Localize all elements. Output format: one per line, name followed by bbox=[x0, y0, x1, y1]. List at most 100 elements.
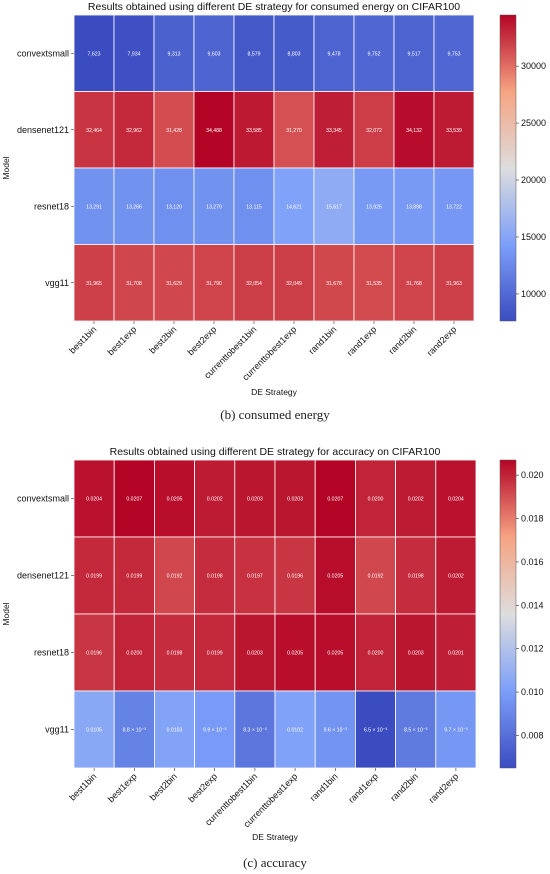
cell-value-label: 0.0203 bbox=[287, 497, 303, 503]
heatmap-cell bbox=[393, 244, 435, 322]
x-tick-label: best1exp bbox=[106, 324, 139, 357]
heatmap-cell bbox=[435, 459, 477, 538]
heatmap-cell bbox=[354, 690, 396, 769]
x-tick-label: rand2bin bbox=[387, 324, 419, 356]
heatmap-cell bbox=[193, 14, 235, 92]
y-tick-label: convextsmall bbox=[17, 494, 69, 504]
cell-value-label: 9,313 bbox=[168, 51, 181, 57]
y-tick-label: densenet121 bbox=[17, 125, 69, 135]
cell-value-label: 32,054 bbox=[246, 281, 262, 287]
cell-value-label: 0.0199 bbox=[207, 651, 223, 657]
cell-value-label: 13,115 bbox=[246, 204, 262, 210]
heatmap-cell bbox=[194, 536, 236, 615]
x-tick-label: rand1exp bbox=[345, 324, 379, 358]
heatmap-cell bbox=[153, 167, 195, 245]
cell-value-label: 8,579 bbox=[248, 51, 261, 57]
cell-value-label: 0.0205 bbox=[327, 651, 343, 657]
heatmap-cell bbox=[433, 91, 475, 169]
x-tick-label: best2exp bbox=[186, 771, 219, 804]
cell-value-label: 9,752 bbox=[368, 51, 381, 57]
heatmap-cell bbox=[153, 14, 195, 92]
heatmap-cell bbox=[314, 536, 356, 615]
cell-value-label: 32,962 bbox=[126, 128, 142, 134]
heatmap-cell bbox=[433, 14, 475, 92]
x-tick-label: best2exp bbox=[186, 324, 219, 357]
x-tick-label: best1bin bbox=[67, 771, 98, 802]
cell-value-label: 0.0207 bbox=[126, 497, 142, 503]
cell-value-label: 31,428 bbox=[166, 128, 182, 134]
cell-value-label: 13,270 bbox=[206, 204, 222, 210]
colorbar-tick-label: 15000 bbox=[521, 232, 546, 242]
cell-value-label: 9.6 × 10⁻³ bbox=[324, 728, 348, 734]
cell-value-label: 0.0192 bbox=[167, 574, 183, 580]
heatmap-cell bbox=[153, 459, 195, 538]
cell-value-label: 31,790 bbox=[206, 281, 222, 287]
heatmap-cell bbox=[234, 536, 276, 615]
heatmap-cell bbox=[113, 167, 155, 245]
colorbar bbox=[499, 14, 517, 322]
y-axis-label: Model bbox=[1, 602, 11, 625]
cell-value-label: 0.0192 bbox=[368, 574, 384, 580]
colorbar-tick-label: 0.008 bbox=[521, 730, 544, 740]
cell-value-label: 0.0197 bbox=[247, 574, 263, 580]
x-tick-label: rand2exp bbox=[427, 771, 461, 805]
y-tick-label: convextsmall bbox=[17, 48, 69, 58]
cell-value-label: 33,539 bbox=[446, 128, 462, 134]
cell-value-label: 31,270 bbox=[286, 128, 302, 134]
heatmap-cell bbox=[233, 167, 275, 245]
cell-value-label: 31,708 bbox=[126, 281, 142, 287]
cell-value-label: 0.0204 bbox=[86, 497, 102, 503]
colorbar bbox=[499, 459, 517, 769]
colorbar-tick-label: 0.010 bbox=[521, 687, 544, 697]
cell-value-label: 9.9 × 10⁻³ bbox=[203, 728, 227, 734]
cell-value-label: 0.0105 bbox=[86, 728, 102, 734]
cell-value-label: 9.7 × 10⁻³ bbox=[444, 728, 468, 734]
cell-value-label: 15,617 bbox=[326, 204, 342, 210]
cell-value-label: 33,345 bbox=[326, 128, 342, 134]
heatmap-cell bbox=[354, 459, 396, 538]
cell-value-label: 8,803 bbox=[288, 51, 301, 57]
cell-value-label: 9,753 bbox=[448, 51, 461, 57]
cell-value-label: 0.0200 bbox=[368, 651, 384, 657]
x-tick-label: rand1bin bbox=[307, 324, 339, 356]
cell-value-label: 13,925 bbox=[366, 204, 382, 210]
x-tick-label: best1bin bbox=[67, 324, 98, 355]
cell-value-label: 0.0198 bbox=[167, 651, 183, 657]
heatmap-cell bbox=[393, 167, 435, 245]
heatmap-cell bbox=[313, 244, 355, 322]
caption-consumed-energy: (b) consumed energy bbox=[220, 407, 330, 422]
colorbar-tick-label: 10000 bbox=[521, 289, 546, 299]
cell-value-label: 0.0199 bbox=[126, 574, 142, 580]
x-tick-label: best2bin bbox=[147, 324, 178, 355]
x-tick-label: rand2bin bbox=[388, 771, 420, 803]
heatmap-cell bbox=[313, 167, 355, 245]
cell-value-label: 31,965 bbox=[86, 281, 102, 287]
heatmap-cell bbox=[313, 91, 355, 169]
heatmap-cell bbox=[193, 91, 235, 169]
y-tick-label: vgg11 bbox=[45, 278, 69, 288]
heatmap-cell bbox=[73, 167, 115, 245]
cell-value-label: 0.0198 bbox=[207, 574, 223, 580]
heatmap-2: Results obtained using different DE stra… bbox=[1, 446, 544, 842]
heatmap-cell bbox=[314, 613, 356, 692]
heatmap-cell bbox=[234, 613, 276, 692]
heatmap-cell bbox=[314, 690, 356, 769]
cell-value-label: 0.0205 bbox=[287, 651, 303, 657]
cell-value-label: 31,963 bbox=[446, 281, 462, 287]
cell-value-label: 8.3 × 10⁻³ bbox=[243, 728, 267, 734]
colorbar-tick-label: 25000 bbox=[521, 118, 546, 128]
cell-value-label: 0.0200 bbox=[126, 651, 142, 657]
x-axis-label: DE Strategy bbox=[251, 387, 298, 397]
heatmap-cell bbox=[353, 14, 395, 92]
cell-value-label: 0.0205 bbox=[167, 497, 183, 503]
x-tick-label: rand2exp bbox=[425, 324, 459, 358]
x-tick-label: best1exp bbox=[106, 771, 139, 804]
heatmap-cell bbox=[273, 244, 315, 322]
x-tick-label: rand1exp bbox=[346, 771, 380, 805]
colorbar-tick-label: 0.018 bbox=[521, 514, 544, 524]
heatmap-cell bbox=[273, 91, 315, 169]
heatmap-cell bbox=[433, 167, 475, 245]
heatmap-cell bbox=[113, 459, 155, 538]
cell-value-label: 0.0103 bbox=[167, 728, 183, 734]
cell-value-label: 8.5 × 10⁻³ bbox=[404, 728, 428, 734]
